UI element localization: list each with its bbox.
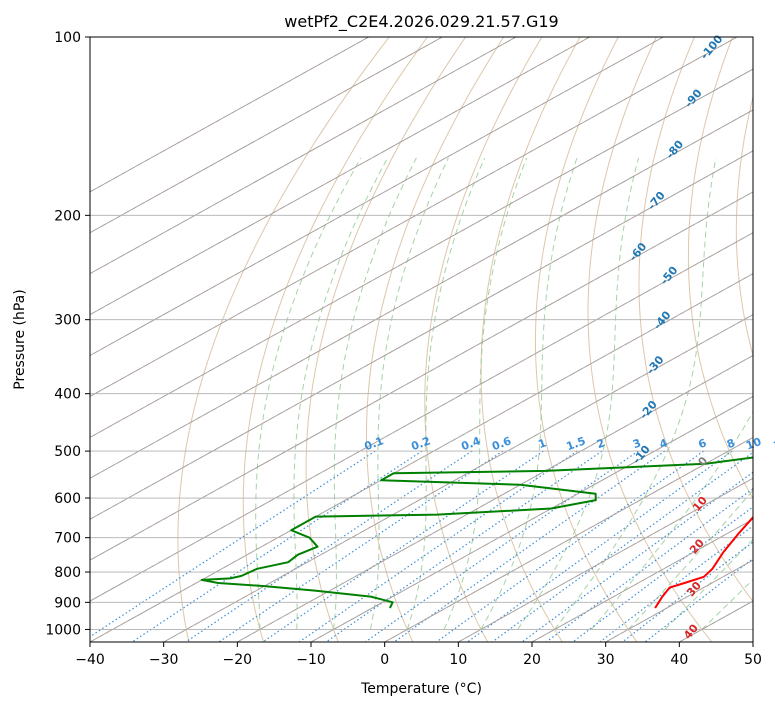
- x-tick-label: 20: [523, 652, 541, 668]
- y-tick-label: 500: [54, 444, 81, 460]
- isotherm-grid-line: [90, 273, 753, 642]
- isotherm-grid-line: [90, 37, 738, 397]
- isotherm-grid-line: [90, 37, 517, 275]
- moist-adiabat: [701, 578, 753, 630]
- mixing-ratio-label: 0.1: [363, 434, 386, 453]
- mixing-ratio-label: 13: [772, 435, 775, 452]
- dry-adiabat: [177, 37, 390, 642]
- isotherm-grid-line: [90, 68, 753, 438]
- temperature-profile-line: [654, 515, 753, 609]
- mixing-ratio-line: [545, 487, 753, 642]
- moist-adiabat: [627, 489, 753, 630]
- isotherm-grid-line: [90, 37, 443, 234]
- y-tick-label: 1000: [45, 622, 81, 638]
- dry-adiabat: [424, 37, 543, 642]
- isotherm-grid-line: [237, 354, 753, 642]
- x-axis-label: Temperature (°C): [360, 681, 482, 697]
- ticks: −40 −30 −20 −10 0 10 20 30 40 5010020030040050060…: [45, 30, 762, 668]
- moist-adiabat: [664, 538, 753, 630]
- mixing-ratio-label: 1.5: [565, 434, 588, 453]
- x-tick-label: −20: [223, 652, 253, 668]
- x-tick-label: 10: [449, 652, 467, 668]
- isotherm-grid-line: [90, 150, 753, 520]
- isotherm-grid-line: [90, 37, 369, 193]
- isotherm-grid-line: [384, 436, 753, 642]
- mixing-ratio-label: 0.2: [409, 434, 432, 453]
- mixing-ratio-label: 4: [658, 436, 670, 451]
- isotherm-grid-line: [90, 37, 664, 357]
- y-tick-label: 200: [54, 208, 81, 224]
- dry-adiabat: [587, 37, 713, 642]
- y-tick-label: 600: [54, 491, 81, 507]
- x-tick-label: 30: [597, 652, 615, 668]
- dry-adiabat: [366, 37, 505, 642]
- mixing-ratio-line: [325, 450, 603, 642]
- mixing-ratio-label: 0.4: [459, 434, 482, 453]
- y-tick-label: 400: [54, 387, 81, 403]
- mixing-ratio-label: 1: [536, 436, 548, 451]
- dry-adiabat: [480, 37, 581, 642]
- x-tick-label: −40: [75, 652, 105, 668]
- y-tick-label: 700: [54, 531, 81, 547]
- x-tick-label: 0: [380, 652, 389, 668]
- mixing-ratio-label: 10: [744, 435, 763, 453]
- isotherm-grid-line: [163, 314, 753, 642]
- y-tick-label: 300: [54, 313, 81, 329]
- mixing-ratio-label: 2: [595, 436, 607, 451]
- mixing-ratio-line: [521, 471, 753, 642]
- mixing-ratio-label: 6: [697, 436, 709, 451]
- x-tick-label: −30: [149, 652, 179, 668]
- isotherm-grid-line: [90, 37, 590, 316]
- dry-adiabat: [638, 37, 753, 603]
- plot-frame: [89, 36, 754, 643]
- dry-adiabat: [687, 37, 753, 500]
- y-tick-label: 100: [54, 30, 81, 46]
- mixing-ratio-label: 3: [631, 436, 643, 451]
- isotherm-grid-line: [90, 109, 753, 479]
- dry-adiabat: [534, 37, 638, 642]
- mixing-ratio-line: [393, 450, 666, 642]
- chart-title: wetPf2_C2E4.2026.029.21.57.G19: [284, 12, 558, 32]
- x-tick-label: 50: [744, 652, 762, 668]
- mixing-ratio-label: 0.6: [490, 434, 513, 453]
- isotherm-grid-line: [531, 518, 753, 642]
- grid: [90, 37, 753, 642]
- isotherm-grid-line: [310, 395, 753, 642]
- isotherm-grid-line: [458, 477, 753, 642]
- mixing-ratio-line: [467, 450, 733, 642]
- mixing-ratio-line: [572, 506, 753, 642]
- dewpoint-profile-line: [200, 456, 753, 609]
- mixing-ratio-line: [298, 450, 578, 642]
- mixing-ratio-line: [262, 450, 544, 642]
- mixing-ratio-line: [599, 525, 753, 642]
- isotherm-grid-line: [90, 232, 753, 602]
- mixing-ratio-line: [436, 450, 704, 642]
- mixing-ratio-line: [185, 450, 473, 642]
- x-tick-label: 40: [670, 652, 688, 668]
- y-axis-label: Pressure (hPa): [12, 289, 28, 389]
- dry-adiabat: [242, 37, 428, 642]
- mixing-ratio-label: 8: [725, 436, 737, 451]
- y-tick-label: 800: [54, 565, 81, 581]
- dry-adiabat: [735, 95, 753, 358]
- isotherm-grid-line: [90, 191, 753, 561]
- y-tick-label: 900: [54, 595, 81, 611]
- profiles: [200, 456, 753, 609]
- x-tick-label: −10: [296, 652, 326, 668]
